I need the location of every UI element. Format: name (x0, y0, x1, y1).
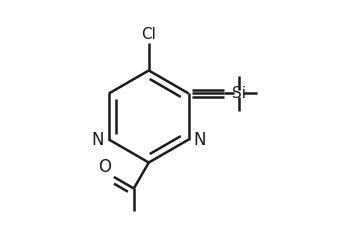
Text: Cl: Cl (141, 27, 156, 42)
Text: N: N (194, 130, 206, 148)
Text: N: N (91, 130, 104, 148)
Text: O: O (98, 158, 111, 176)
Text: Si: Si (232, 86, 246, 101)
